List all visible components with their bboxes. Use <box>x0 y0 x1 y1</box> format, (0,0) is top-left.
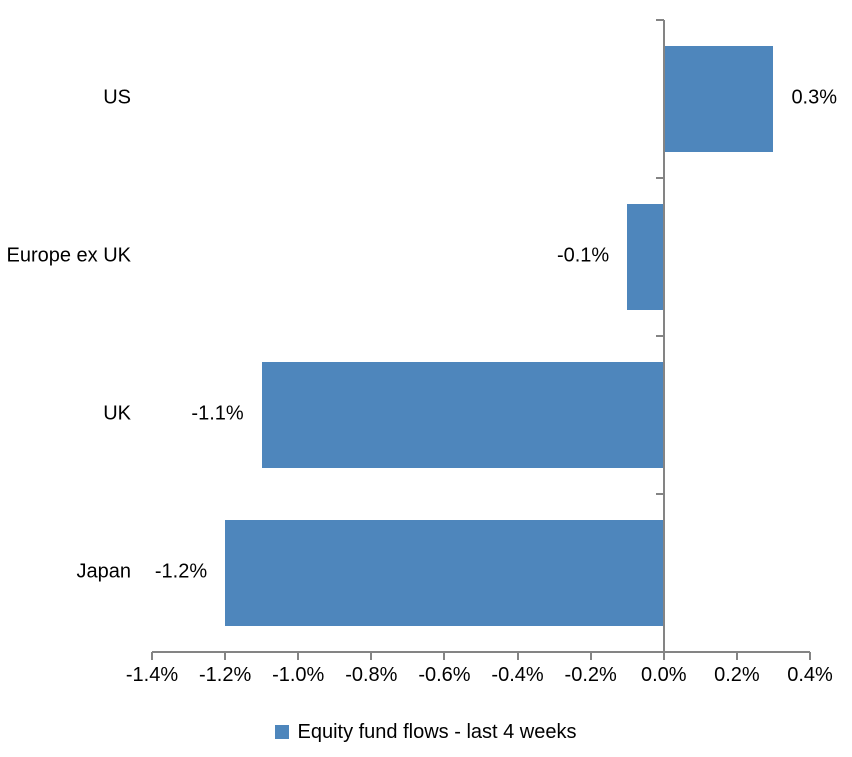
x-tick-label: -0.8% <box>345 664 398 686</box>
bar-europe-ex-uk <box>627 204 664 310</box>
category-label-us: US <box>103 86 131 109</box>
x-tick-label: 0.0% <box>640 664 687 686</box>
x-tick <box>370 652 373 660</box>
legend-label: Equity fund flows - last 4 weeks <box>297 720 577 743</box>
category-label-europe-ex-uk: Europe ex UK <box>6 244 131 267</box>
bar-uk <box>261 362 664 468</box>
x-tick <box>662 652 665 660</box>
x-tick-label: -0.4% <box>491 664 544 686</box>
category-tick <box>655 651 664 653</box>
x-tick <box>224 652 227 660</box>
value-label-japan: -1.2% <box>154 560 208 583</box>
x-tick <box>151 652 153 660</box>
category-tick <box>655 335 664 337</box>
value-label-europe-ex-uk: -0.1% <box>556 244 610 267</box>
legend-swatch-icon <box>275 725 290 739</box>
x-tick <box>735 652 738 660</box>
x-tick-label: -1.0% <box>272 664 325 686</box>
x-tick-label: 0.2% <box>714 664 760 686</box>
x-tick-label: 0.4% <box>787 664 833 686</box>
category-axis-line <box>662 20 665 660</box>
category-tick <box>655 19 664 21</box>
x-tick-label: -0.6% <box>418 664 471 686</box>
category-tick <box>655 493 664 495</box>
x-tick <box>443 652 446 660</box>
legend: Equity fund flows - last 4 weeks <box>0 718 852 746</box>
x-tick <box>297 652 300 660</box>
x-tick-label: -0.2% <box>564 664 617 686</box>
bar-us <box>663 46 774 152</box>
x-tick-label: -1.4% <box>125 664 179 686</box>
category-tick <box>655 177 664 179</box>
x-tick-label: -1.2% <box>198 664 252 686</box>
category-label-japan: Japan <box>76 560 132 583</box>
value-label-uk: -1.1% <box>191 402 244 425</box>
x-tick <box>809 652 811 660</box>
x-tick <box>589 652 592 660</box>
category-label-uk: UK <box>103 402 131 425</box>
bar-japan <box>225 520 664 626</box>
value-label-us: 0.3% <box>791 86 838 109</box>
x-tick <box>516 652 519 660</box>
value-axis-line <box>152 651 810 653</box>
